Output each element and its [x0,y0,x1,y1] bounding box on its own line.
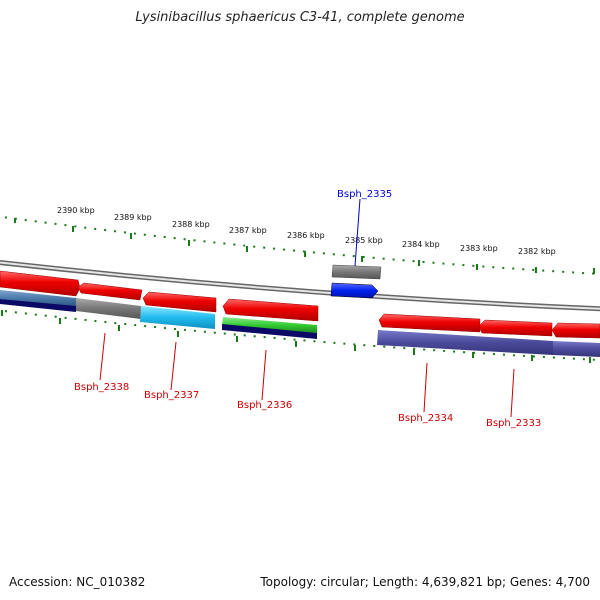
outer-minor-ticks [0,215,600,275]
gene-label-bsph-2335: Bsph_2335 [337,189,392,200]
gene-forward-cds [0,270,81,297]
feature-cyan-block [140,306,215,329]
gene-grey-block [331,264,382,280]
outer-tick-row [0,215,600,275]
kbp-label: 2386 kbp [287,231,325,240]
callout-line-bsph-2336 [261,349,267,401]
feature-navy-block [0,299,76,312]
gene-label-bsph-2337: Bsph_2337 [144,390,199,401]
feature-purple-block [377,330,553,355]
gene-forward-cds [378,313,481,333]
kbp-label: 2388 kbp [172,220,210,229]
callout-line-bsph-2334 [423,362,428,413]
kbp-label: 2382 kbp [518,247,556,256]
genome-backbone [0,260,600,312]
inner-major-ticks [1,310,591,363]
feature-row-2[interactable] [0,290,600,357]
gene-forward-cds [142,291,217,313]
gene-labels[interactable]: Bsph_2335 Bsph_2338 Bsph_2337 Bsph_2336 … [74,189,541,429]
kbp-label: 2389 kbp [114,213,152,222]
gene-callout-lines [99,198,515,418]
forward-strand-genes[interactable] [0,270,600,339]
gene-label-bsph-2334: Bsph_2334 [398,413,453,424]
feature-grey-block [76,298,141,319]
callout-line-bsph-2335 [354,198,361,267]
genome-stats-text: Topology: circular; Length: 4,639,821 bp… [260,575,590,589]
feature-green-block [222,317,317,333]
kbp-label: 2390 kbp [57,206,95,215]
feature-navy-block [222,324,317,339]
feature-steel-block [0,290,76,307]
gene-forward-cds [222,298,319,322]
callout-line-bsph-2337 [170,341,177,391]
kbp-labels: 2390 kbp 2389 kbp 2388 kbp 2387 kbp 2386… [57,206,556,256]
kbp-label: 2384 kbp [402,240,440,249]
kbp-label: 2385 kbp [345,236,383,245]
kbp-label: 2387 kbp [229,226,267,235]
genome-title: Lysinibacillus sphaericus C3-41, complet… [135,10,465,25]
accession-text: Accession: NC_010382 [9,575,146,589]
gene-bsph-2335-group[interactable] [330,264,382,299]
gene-bsph-2335 [330,282,379,299]
gene-forward-cds [77,282,143,301]
gene-forward-cds [551,322,600,339]
gene-label-bsph-2338: Bsph_2338 [74,382,129,393]
gene-label-bsph-2333: Bsph_2333 [486,418,541,429]
gene-label-bsph-2336: Bsph_2336 [237,400,292,411]
outer-major-ticks [14,218,595,274]
inner-tick-row [0,309,600,363]
callout-line-bsph-2333 [510,368,515,418]
gene-forward-cds [478,319,553,337]
callout-line-bsph-2338 [99,332,106,381]
kbp-label: 2383 kbp [460,244,498,253]
feature-purple-block [553,341,600,357]
